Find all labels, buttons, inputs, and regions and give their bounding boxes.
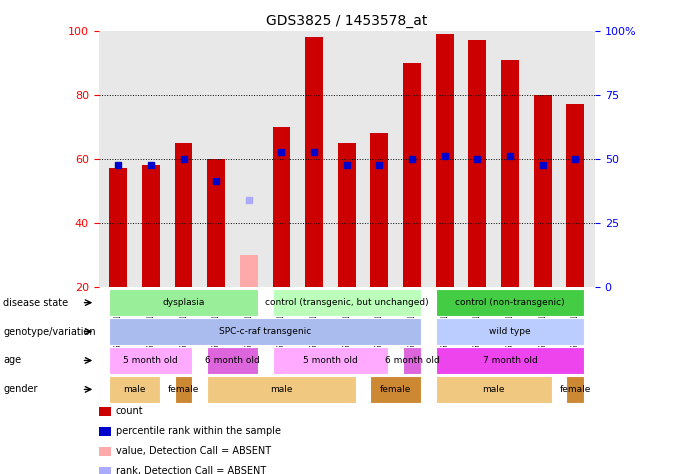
Text: female: female (380, 385, 411, 394)
Bar (566, 376, 584, 403)
Text: 6 month old: 6 month old (385, 356, 439, 365)
Text: 7 month old: 7 month old (483, 356, 537, 365)
Bar (436, 289, 584, 316)
Text: count: count (116, 406, 143, 417)
Title: GDS3825 / 1453578_at: GDS3825 / 1453578_at (266, 14, 428, 28)
Text: age: age (3, 356, 22, 365)
Bar (338, 143, 356, 287)
Text: male: male (270, 385, 292, 394)
Text: value, Detection Call = ABSENT: value, Detection Call = ABSENT (116, 446, 271, 456)
Bar (371, 133, 388, 287)
Text: genotype/variation: genotype/variation (3, 327, 96, 337)
Bar (436, 318, 584, 345)
Bar (305, 37, 323, 287)
Text: 6 month old: 6 month old (205, 356, 260, 365)
Bar (436, 347, 584, 374)
Text: female: female (560, 385, 591, 394)
Bar (207, 376, 356, 403)
Bar (534, 95, 551, 287)
Bar (566, 104, 584, 287)
Text: control (non-transgenic): control (non-transgenic) (456, 298, 565, 307)
Text: female: female (168, 385, 199, 394)
Bar (99, 447, 111, 456)
Bar (273, 347, 388, 374)
Text: male: male (483, 385, 505, 394)
Bar (207, 159, 225, 287)
Text: gender: gender (3, 384, 38, 394)
Text: rank, Detection Call = ABSENT: rank, Detection Call = ABSENT (116, 466, 266, 474)
Bar (109, 318, 421, 345)
Text: 5 month old: 5 month old (303, 356, 358, 365)
Bar (142, 165, 160, 287)
Bar (371, 376, 421, 403)
Text: 5 month old: 5 month old (124, 356, 178, 365)
Bar (99, 407, 111, 416)
Bar (109, 289, 258, 316)
Bar (109, 347, 192, 374)
Bar (175, 143, 192, 287)
Text: percentile rank within the sample: percentile rank within the sample (116, 426, 281, 437)
Text: male: male (123, 385, 146, 394)
Bar (175, 376, 192, 403)
Bar (207, 347, 258, 374)
Bar (99, 467, 111, 474)
Text: control (transgenic, but unchanged): control (transgenic, but unchanged) (265, 298, 428, 307)
Text: disease state: disease state (3, 298, 69, 308)
Bar (109, 168, 127, 287)
Bar (403, 347, 421, 374)
Bar (501, 60, 519, 287)
Bar (403, 63, 421, 287)
Bar (436, 34, 454, 287)
Text: wild type: wild type (490, 327, 531, 336)
Text: dysplasia: dysplasia (163, 298, 205, 307)
Bar (436, 376, 551, 403)
Bar (469, 40, 486, 287)
Bar (109, 376, 160, 403)
Bar (273, 289, 421, 316)
Bar (99, 427, 111, 436)
Text: SPC-c-raf transgenic: SPC-c-raf transgenic (219, 327, 311, 336)
Bar (273, 127, 290, 287)
Bar (240, 255, 258, 287)
